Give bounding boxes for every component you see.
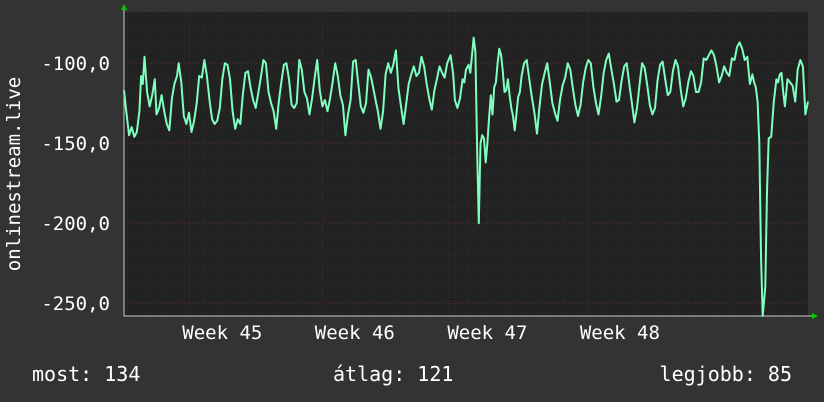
series-line [123,36,809,317]
x-axis-arrow [812,313,818,319]
current-value: most: 134 [32,362,141,386]
x-tick-label: Week 47 [447,322,527,344]
minor-grid [124,12,808,316]
x-tick-labels: Week 45 Week 46 Week 47 Week 48 [182,322,660,344]
x-tick-label: Week 48 [580,322,660,344]
major-grid [124,12,808,316]
best-value: legjobb: 85 [659,362,792,386]
x-tick-label: Week 45 [182,322,262,344]
x-tick-label: Week 46 [315,322,395,344]
y-axis-label: onlinestream.live [3,77,25,271]
y-tick-label: -150,0 [41,133,110,155]
y-tick-label: -250,0 [41,293,110,315]
y-tick-label: -100,0 [41,53,110,75]
y-tick-labels: -100,0 -150,0 -200,0 -250,0 [41,53,110,315]
y-axis-arrow [121,4,127,10]
plot-area [124,12,808,316]
average-value: átlag: 121 [333,362,454,386]
axes [121,4,818,319]
y-tick-label: -200,0 [41,213,110,235]
